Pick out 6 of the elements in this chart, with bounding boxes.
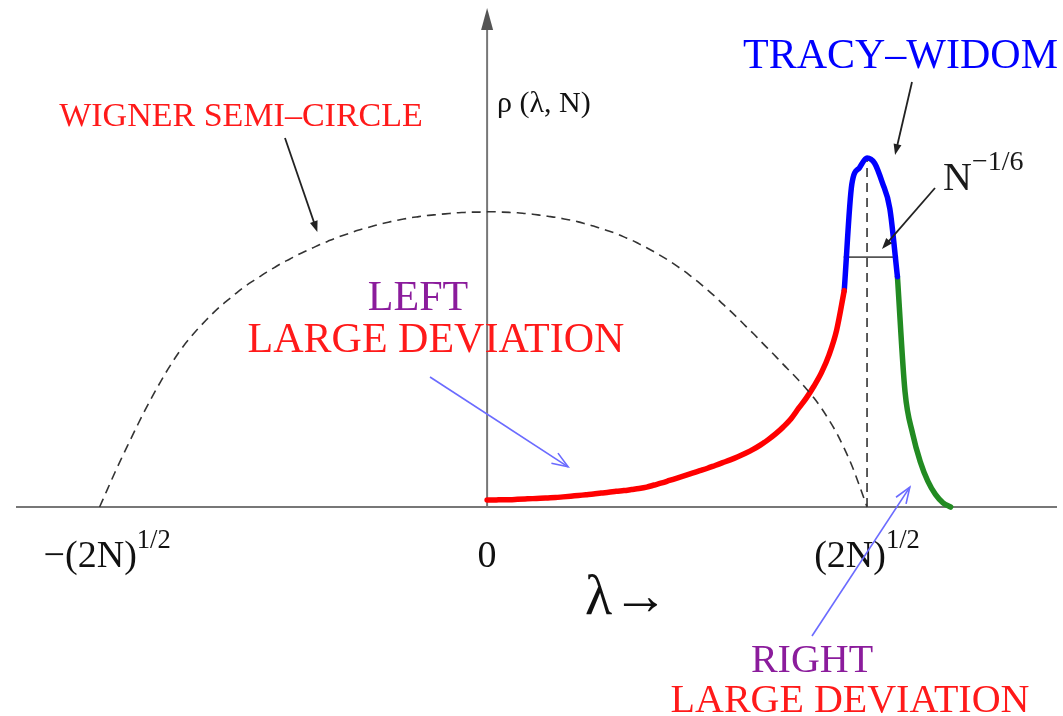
x-tick-label: 0 [477, 533, 497, 575]
text: RIGHT LARGE DEVIATION [670, 636, 1030, 716]
y-axis-title: ρ (λ, N) [497, 85, 591, 119]
text: WIGNER SEMI–CIRCLE [59, 96, 423, 133]
x-axis-title: λ→ [585, 564, 669, 626]
text: TRACY–WIDOM [743, 31, 1058, 77]
